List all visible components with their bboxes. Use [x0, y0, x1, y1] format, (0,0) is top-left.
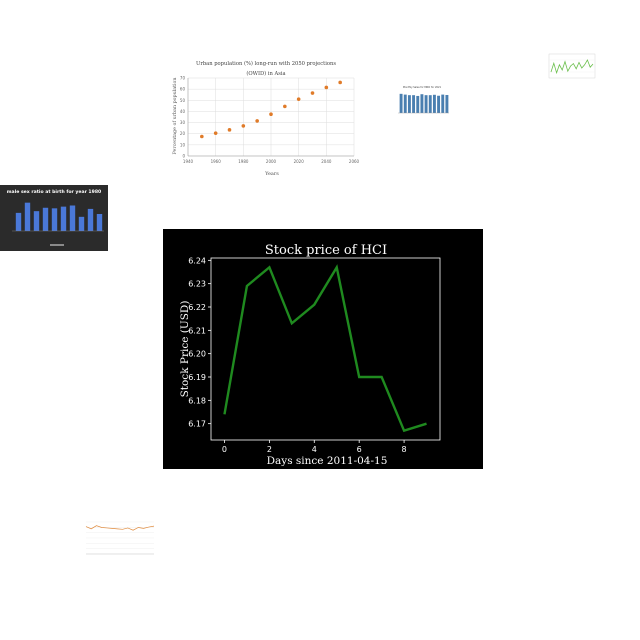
- monthly-sales-bar: [416, 95, 420, 113]
- hci-xtick-label: 8: [402, 445, 407, 454]
- sex-ratio-bar: [96, 214, 103, 231]
- hci-ytick-label: 6.22: [188, 303, 206, 312]
- urban-xtick-label: 1980: [238, 159, 249, 164]
- green-line-chart: [548, 53, 596, 79]
- urban-chart-points: [200, 80, 342, 139]
- orange-line-grid: [86, 521, 154, 555]
- urban-ytick-label: 50: [180, 98, 186, 103]
- orange-line-chart: [85, 521, 155, 555]
- urban-xtick-label: 2020: [294, 159, 305, 164]
- urban-population-chart: Urban population (%) long-run with 2050 …: [172, 60, 360, 177]
- monthly-sales-bar: [399, 93, 403, 113]
- urban-xtick-label: 1960: [211, 159, 222, 164]
- urban-xtick-label: 2000: [266, 159, 277, 164]
- urban-chart-title-line1: Urban population (%) long-run with 2050 …: [196, 60, 336, 67]
- urban-data-point: [310, 91, 315, 95]
- monthly-sales-bar: [403, 94, 407, 113]
- urban-chart-title-line2: (OWID) in Asia: [246, 70, 285, 77]
- hci-xtick-label: 6: [357, 445, 362, 454]
- hci-price-line: [223, 264, 427, 433]
- sex-ratio-bar: [78, 216, 85, 231]
- urban-data-point: [241, 124, 246, 128]
- sex-ratio-title: male sex ratio at birth for year 1980: [7, 189, 101, 195]
- urban-chart-axes: 0 10 20 30 40 50 60 70 1940 1960 1980 2000 2020 2040 2…: [180, 76, 360, 165]
- orange-line-series: [85, 525, 155, 531]
- monthly-sales-bar: [424, 95, 428, 113]
- urban-ytick-label: 60: [180, 87, 186, 92]
- urban-ytick-label: 0: [182, 154, 185, 159]
- monthly-sales-bar: [437, 95, 441, 113]
- monthly-sales-bar: [412, 95, 416, 113]
- urban-ytick-label: 70: [180, 76, 186, 81]
- urban-chart-grid: [187, 77, 355, 157]
- hci-xtick-label: 4: [312, 445, 317, 454]
- sex-ratio-bar: [87, 208, 94, 231]
- hci-chart-xlabel: Days since 2011-04-15: [267, 455, 388, 467]
- monthly-sales-title: Monthly Sales for MNO for 2021: [403, 86, 442, 89]
- urban-data-point: [200, 134, 204, 139]
- sex-ratio-bar: [69, 205, 76, 231]
- urban-xtick-label: 2060: [349, 159, 360, 164]
- sex-ratio-bar: [33, 211, 40, 231]
- urban-ytick-label: 10: [180, 142, 186, 147]
- urban-ytick-label: 40: [180, 109, 186, 114]
- sex-ratio-bars: [15, 202, 103, 231]
- green-line-series: [550, 59, 594, 75]
- hci-ytick-label: 6.24: [188, 256, 206, 265]
- urban-ytick-label: 20: [180, 131, 186, 136]
- urban-data-point: [324, 85, 329, 90]
- urban-data-point: [269, 112, 273, 117]
- urban-data-point: [227, 128, 232, 132]
- monthly-sales-bar: [428, 95, 432, 113]
- hci-ytick-label: 6.19: [188, 373, 206, 382]
- urban-chart-xlabel: Years: [264, 171, 279, 177]
- hci-ytick-label: 6.17: [188, 420, 206, 429]
- hci-ytick-label: 6.20: [188, 350, 206, 359]
- urban-data-point: [255, 119, 259, 123]
- urban-xtick-label: 1940: [183, 159, 194, 164]
- sex-ratio-bar: [24, 202, 31, 231]
- sex-ratio-bar: [51, 208, 58, 231]
- urban-data-point: [338, 80, 342, 85]
- sex-ratio-chart: male sex ratio at birth for year 1980: [0, 185, 108, 251]
- hci-ytick-label: 6.18: [188, 396, 206, 405]
- hci-chart-ylabel: Stock Price (USD): [179, 301, 191, 398]
- hci-xtick-label: 0: [222, 445, 227, 454]
- hci-chart-ticks: 0 2 4 6 8 6.17 6.18 6.19 6.20 6.21 6.22 6.23 6.24: [188, 256, 406, 454]
- monthly-sales-bar: [420, 94, 424, 113]
- monthly-sales-bar: [441, 94, 445, 113]
- urban-data-point: [283, 104, 287, 109]
- monthly-sales-chart: Monthly Sales for MNO for 2021: [398, 86, 449, 114]
- urban-data-point: [296, 97, 301, 101]
- urban-chart-ylabel: Percentage of urban population: [172, 77, 178, 154]
- hci-chart-background: [163, 229, 483, 469]
- sex-ratio-bar: [42, 207, 49, 231]
- monthly-sales-bars: [399, 93, 449, 113]
- hci-chart-title: Stock price of HCI: [265, 243, 387, 258]
- hci-stock-chart: Stock price of HCI 0 2 4 6 8 6.17 6.18 6.19 6.20…: [163, 229, 483, 469]
- sex-ratio-bar: [15, 212, 22, 231]
- hci-ytick-label: 6.23: [188, 280, 206, 289]
- sex-ratio-bar: [60, 206, 67, 231]
- hci-xtick-label: 2: [267, 445, 272, 454]
- sex-ratio-legend: [50, 244, 64, 246]
- monthly-sales-bar: [445, 94, 449, 113]
- urban-xtick-label: 2040: [321, 159, 332, 164]
- monthly-sales-bar: [407, 95, 411, 113]
- hci-chart-frame: [210, 257, 441, 441]
- hci-ytick-label: 6.21: [188, 326, 206, 335]
- monthly-sales-bar: [432, 94, 436, 113]
- urban-ytick-label: 30: [180, 120, 186, 125]
- urban-data-point: [213, 131, 218, 135]
